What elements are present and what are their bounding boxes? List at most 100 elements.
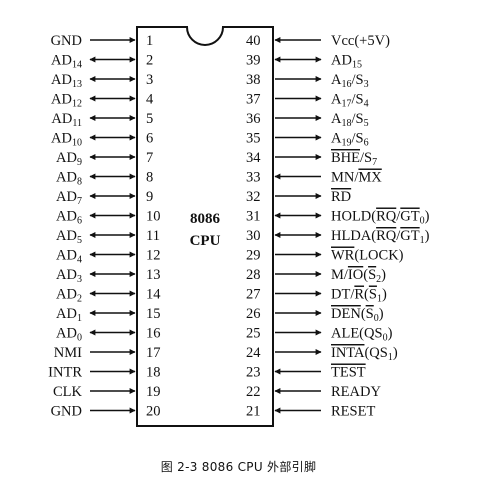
pin-31-label-part: RQ — [376, 209, 397, 225]
pin-25-ale-qs0: 25 ALE(QS0​) — [246, 326, 393, 344]
pin-16-label-part: AD — [56, 326, 77, 342]
pin-8-label-part: 8 — [77, 177, 82, 188]
pin-18-label-part: INTR — [48, 365, 82, 381]
pin-20-label: GND — [51, 404, 82, 420]
pin-30-label-part: RQ — [376, 228, 397, 244]
pin-30-hlda-rq-gt1: 30 HLDA(RQ/GT1​) — [246, 228, 430, 246]
pin-9-label: AD7​ — [56, 189, 82, 207]
pin-31-label-part: HOLD( — [331, 209, 376, 225]
pin-number: 25 — [246, 326, 261, 342]
pin-39-label-part: 15 — [352, 60, 362, 71]
pin-11-ad5: 11 AD5​ — [56, 228, 160, 246]
pin-20-gnd: 20 GND — [51, 404, 161, 420]
chip-body — [136, 26, 274, 427]
pin-37-label-part: 4 — [364, 99, 369, 110]
pin-15-label-part: 1 — [77, 313, 82, 324]
pin-22-label-part: READY — [331, 384, 381, 400]
pin-number: 4 — [146, 92, 154, 108]
pin-number: 2 — [146, 53, 153, 69]
pin-number: 14 — [146, 287, 161, 303]
pin-38-label-part: 3 — [364, 79, 369, 90]
pin-number: 5 — [146, 111, 153, 127]
pin-number: 36 — [246, 111, 261, 127]
pin-18-intr: 18 INTR — [48, 365, 160, 381]
pin-2-ad14: 2 AD14​ — [51, 53, 153, 71]
pin-25-label-part: 0 — [383, 333, 388, 344]
pin-number: 33 — [246, 170, 261, 186]
pin-40-label: Vcc(+5V) — [331, 33, 390, 49]
pin-number: 10 — [146, 209, 161, 225]
pin-19-label: CLK — [53, 384, 83, 400]
pin-13-label-part: AD — [56, 267, 77, 283]
pin-38-label-part: A — [331, 72, 342, 88]
pin-9-ad7: 9 AD7​ — [56, 189, 153, 207]
pin-number: 9 — [146, 189, 153, 205]
pin-8-label: AD8​ — [56, 170, 82, 188]
pin-21-reset: 21 RESET — [246, 404, 375, 420]
pin-23-test: 23 TEST — [246, 365, 366, 381]
pin-38-label: A16​/S3​ — [331, 72, 369, 90]
pin-35-label-part: 19 — [341, 138, 351, 149]
chip-name-line1: 8086 — [190, 211, 221, 227]
pin-36-a18-s5: 36 A18​/S5​ — [246, 111, 369, 129]
pin-35-label-part: A — [331, 131, 342, 147]
pin-33-mn-mx: 33 MN/MX — [246, 170, 382, 186]
pin-25-label-part: ) — [388, 326, 393, 342]
pin-number: 19 — [146, 384, 161, 400]
pin-2-label-part: AD — [51, 53, 72, 69]
pin-31-label-part: ) — [425, 209, 430, 225]
pin-number: 1 — [146, 33, 153, 49]
pin-30-label-part: / — [396, 228, 401, 244]
pin-27-label-part: ( — [364, 287, 369, 303]
pin-number: 17 — [146, 345, 161, 361]
pin-27-label-part: R — [354, 287, 364, 303]
pin-24-label-part: (QS — [364, 345, 387, 361]
pin-number: 22 — [246, 384, 261, 400]
pin-10-label-part: 6 — [77, 216, 82, 227]
pin-4-label-part: 12 — [72, 99, 82, 110]
pin-4-ad12: 4 AD12​ — [51, 92, 154, 110]
pin-number: 30 — [246, 228, 261, 244]
pin-number: 34 — [246, 150, 261, 166]
pin-5-label: AD11​ — [51, 111, 82, 129]
pin-30-label-part: HLDA( — [331, 228, 376, 244]
pin-33-label-part: MN/ — [331, 170, 359, 186]
pin-number: 35 — [246, 131, 261, 147]
pin-7-label-part: AD — [56, 150, 77, 166]
pin-28-label-part: 2 — [376, 274, 381, 285]
pin-28-m-io-s2: 28 M/IO(S2​) — [246, 267, 386, 285]
pin-3-label-part: AD — [51, 72, 72, 88]
pin-38-label-part: 16 — [341, 79, 351, 90]
pin-16-ad0: 16 AD0​ — [56, 326, 160, 344]
pin-12-label-part: 4 — [77, 255, 82, 266]
pin-3-label-part: 13 — [72, 79, 82, 90]
pin-19-clk: 19 CLK — [53, 384, 161, 400]
pin-number: 6 — [146, 131, 153, 147]
pin-34-label-part: 7 — [372, 157, 377, 168]
pin-34-label-part: /S — [360, 150, 372, 166]
pin-28-label-part: IO — [348, 267, 363, 283]
pin-35-label-part: 6 — [364, 138, 369, 149]
pin-10-ad6: 10 AD6​ — [56, 209, 160, 227]
pin-27-label: DT/R(S1​) — [331, 287, 387, 305]
pin-37-label: A17​/S4​ — [331, 92, 369, 110]
pin-20-label-part: GND — [51, 404, 82, 420]
pin-2-label: AD14​ — [51, 53, 82, 71]
pin-number: 7 — [146, 150, 153, 166]
pin-33-label: MN/MX — [331, 170, 382, 186]
pin-26-label-part: S — [366, 306, 374, 322]
pinout-diagram: 8086 CPU 1GND2AD14​3AD13​4AD12​5AD11​6AD… — [48, 26, 430, 427]
pin-36-label-part: /S — [351, 111, 363, 127]
pin-29-wr-lock: 29 WR(LOCK) — [246, 248, 404, 264]
pin-number: 11 — [146, 228, 160, 244]
chip-name-line2: CPU — [190, 233, 221, 249]
pin-number: 21 — [246, 404, 261, 420]
pin-4-label: AD12​ — [51, 92, 82, 110]
pin-number: 13 — [146, 267, 161, 283]
pin-number: 29 — [246, 248, 261, 264]
pin-30-label-part: ) — [425, 228, 430, 244]
pin-10-label: AD6​ — [56, 209, 82, 227]
pin-36-label-part: 5 — [364, 118, 369, 129]
pin-34-label: BHE/S7​ — [331, 150, 377, 168]
pin-25-label: ALE(QS0​) — [331, 326, 393, 344]
